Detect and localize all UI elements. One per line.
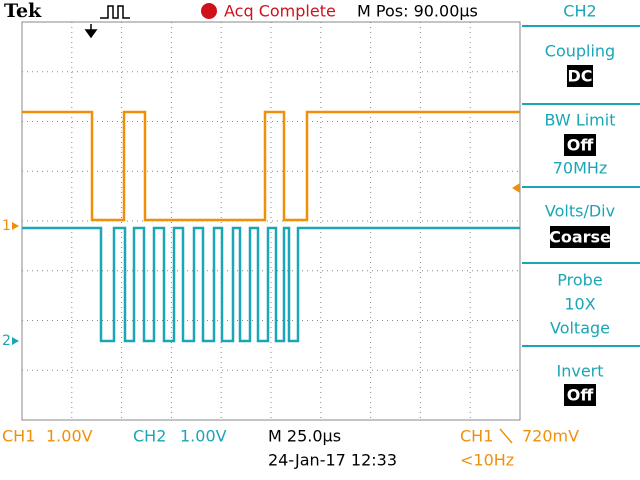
menu-channel: CH2 [563, 2, 596, 21]
value-box [550, 226, 610, 248]
menu-note: Voltage [550, 319, 610, 338]
ch1-marker-arrow [12, 222, 19, 230]
menu-label: Probe [557, 271, 602, 290]
grid-lines [22, 22, 520, 420]
menu-label: BW Limit [545, 111, 616, 130]
acq-status: Acq Complete [224, 2, 336, 21]
ch2-name: CH2 [133, 427, 166, 446]
ch2-marker: 2 [2, 333, 11, 349]
status-dot [201, 3, 217, 19]
probe-value[interactable]: 10X [564, 295, 595, 314]
menu-label: Coupling [545, 42, 615, 61]
ch1-scale: 1.00V [46, 427, 93, 446]
ch2-scale: 1.00V [180, 427, 227, 446]
datetime: 24-Jan-17 12:33 [268, 451, 397, 470]
ch1-waveform [22, 110, 520, 222]
coupling-value[interactable]: DC [567, 67, 592, 86]
trigger-position-marker [84, 24, 98, 39]
trigger-level: 720mV [522, 427, 579, 446]
ch2-marker-arrow [12, 337, 19, 345]
value-box [564, 134, 596, 156]
ch1-marker: 1 [2, 218, 11, 234]
timebase: M 25.0µs [268, 427, 341, 446]
value-box [567, 65, 593, 87]
ch1-name: CH1 [2, 427, 35, 446]
brand: Tek [4, 0, 42, 22]
invert-value[interactable]: Off [567, 386, 595, 405]
trigger-icon [100, 5, 130, 19]
menu-note: 70MHz [553, 159, 608, 178]
horizontal-position: M Pos: 90.00µs [357, 2, 478, 21]
ch2-waveform [22, 226, 520, 343]
graticule [21, 21, 521, 421]
menu-label: Volts/Div [545, 202, 615, 221]
volts-div-value[interactable]: Coarse [549, 228, 611, 247]
trigger-frequency: <10Hz [460, 451, 514, 470]
trigger-level-marker [512, 183, 520, 193]
menu-label: Invert [556, 362, 603, 381]
trigger-slope [499, 428, 513, 444]
bw-limit-value[interactable]: Off [567, 136, 595, 155]
value-box [564, 384, 596, 406]
trigger-source: CH1 [460, 427, 493, 446]
